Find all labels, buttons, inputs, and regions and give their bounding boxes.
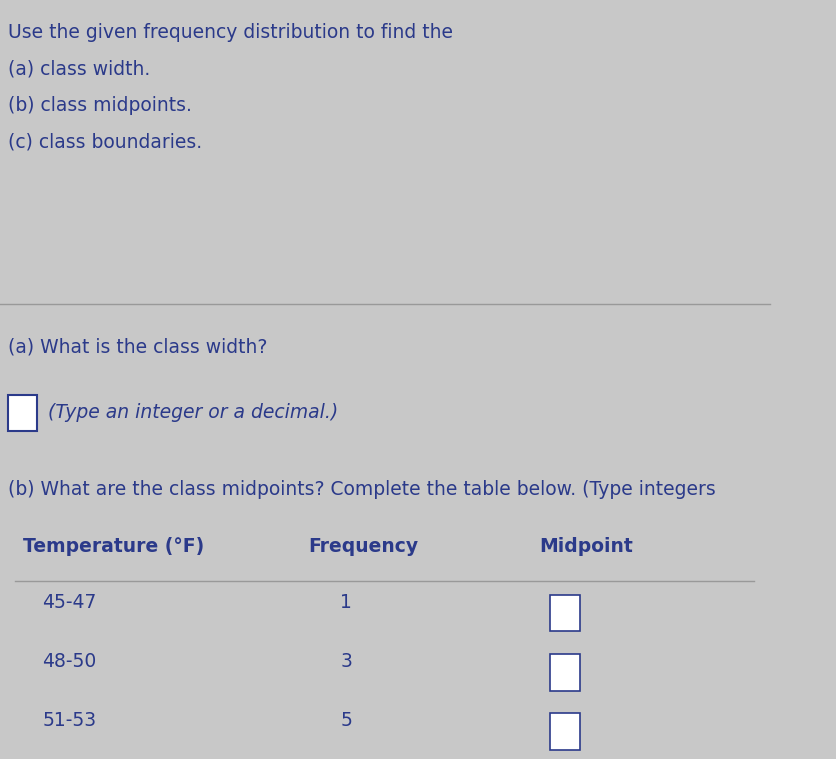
Text: 45-47: 45-47 xyxy=(42,593,96,612)
Text: (b) class midpoints.: (b) class midpoints. xyxy=(8,96,191,115)
Text: 51-53: 51-53 xyxy=(42,711,96,730)
Text: Midpoint: Midpoint xyxy=(538,537,633,556)
Text: Frequency: Frequency xyxy=(308,537,418,556)
Text: (a) What is the class width?: (a) What is the class width? xyxy=(8,338,267,357)
Text: (Type an integer or a decimal.): (Type an integer or a decimal.) xyxy=(48,403,339,423)
Text: 3: 3 xyxy=(340,652,352,671)
Text: 1: 1 xyxy=(340,593,352,612)
Text: Temperature (°F): Temperature (°F) xyxy=(23,537,204,556)
Text: (b) What are the class midpoints? Complete the table below. (Type integers: (b) What are the class midpoints? Comple… xyxy=(8,480,716,499)
Text: Use the given frequency distribution to find the: Use the given frequency distribution to … xyxy=(8,23,453,42)
Bar xyxy=(8,395,37,431)
Text: (c) class boundaries.: (c) class boundaries. xyxy=(8,132,201,151)
Text: (a) class width.: (a) class width. xyxy=(8,59,150,78)
Bar xyxy=(550,595,579,631)
Text: 5: 5 xyxy=(340,711,352,730)
Bar xyxy=(550,713,579,750)
Text: 48-50: 48-50 xyxy=(42,652,96,671)
Bar xyxy=(550,654,579,691)
